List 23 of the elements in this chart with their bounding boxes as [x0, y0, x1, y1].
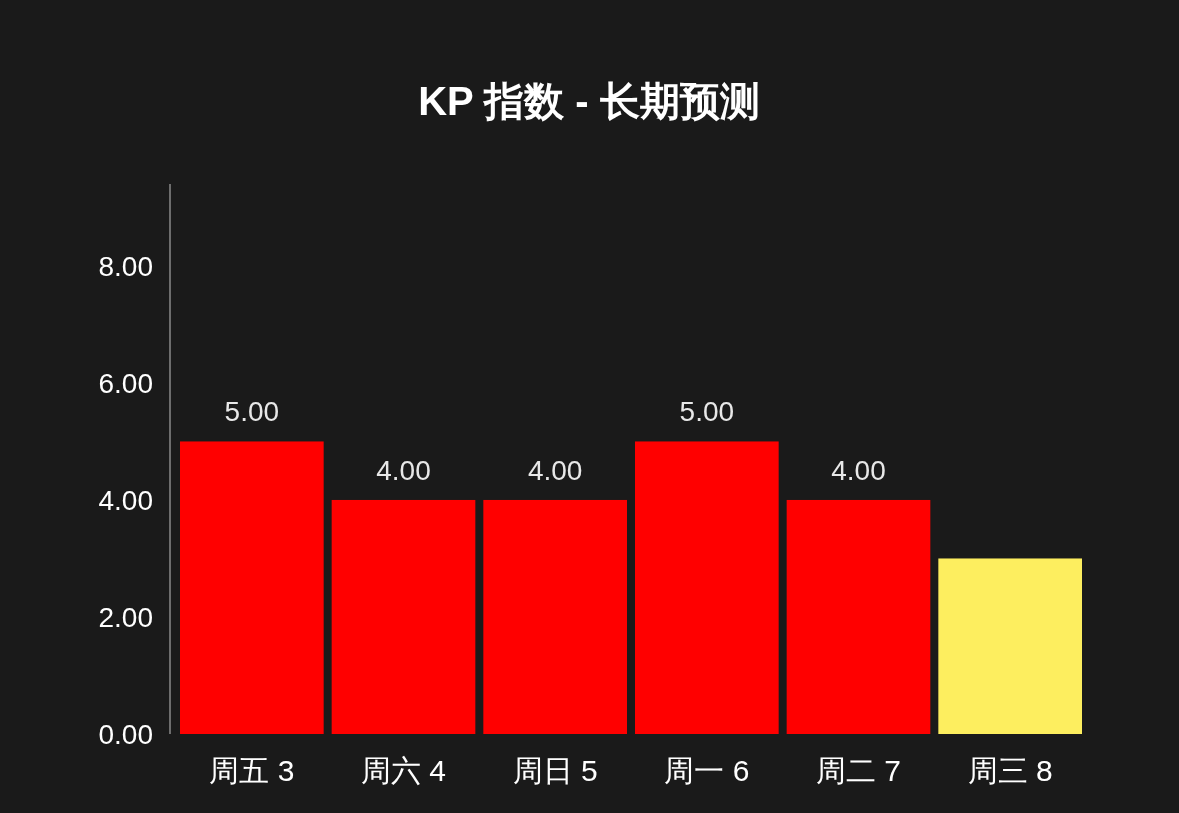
data-label: 4.00	[527, 454, 583, 486]
data-label: 5.00	[224, 396, 280, 428]
y-tick-label: 8.00	[98, 250, 153, 282]
data-label: 5.00	[679, 396, 735, 428]
x-tick-label: 周三 8	[967, 754, 1053, 787]
bar	[786, 499, 931, 734]
y-tick-label: 2.00	[98, 601, 153, 633]
x-tick-label: 周六 4	[360, 754, 447, 787]
data-label: 4.00	[831, 454, 886, 486]
y-tick-label: 6.00	[98, 367, 153, 399]
bar	[635, 441, 779, 734]
x-tick-label: 周二 7	[815, 754, 902, 787]
x-tick-label: 周五 3	[209, 754, 295, 787]
bar	[938, 558, 1082, 734]
x-tick-label: 周一 6	[664, 754, 750, 787]
bar	[180, 441, 324, 734]
data-label: 4.00	[376, 454, 431, 486]
y-tick-label: 4.00	[98, 484, 153, 516]
bar	[483, 499, 627, 734]
chart-title: KP 指数 - 长期预测	[418, 79, 760, 123]
bar	[331, 499, 476, 734]
x-tick-label: 周日 5	[512, 754, 598, 787]
y-tick-label: 0.00	[98, 719, 153, 750]
